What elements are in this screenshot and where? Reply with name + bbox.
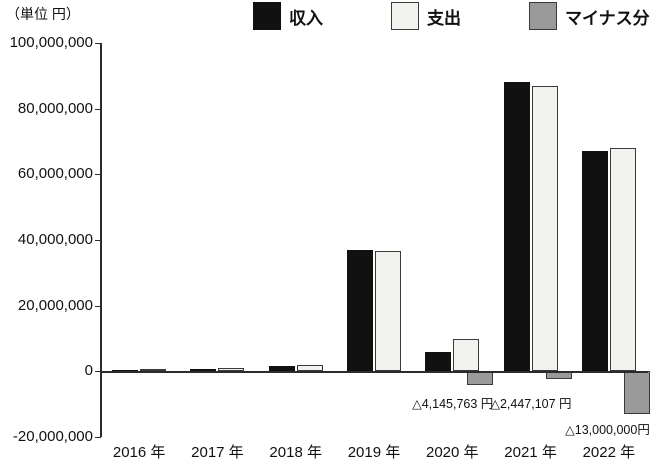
legend-swatch-expense [391,2,419,30]
bar-expense-2021年 [531,85,558,372]
bar-minus-2022年 [623,371,650,414]
bar-income-2018年 [268,366,295,372]
bar-expense-2016年 [140,369,167,372]
legend-item-minus: マイナス分 [529,2,650,30]
x-axis-zero-line [100,371,648,373]
minus-annotation: △2,447,107 円 [490,397,572,412]
y-axis-tick-mark [95,305,101,307]
y-axis-tick-mark [95,43,101,44]
y-axis-tick-label: -20,000,000 [12,428,93,445]
minus-annotation: △4,145,763 円 [412,397,494,412]
x-axis-tick-label: 2016 年 [112,444,166,461]
x-axis-tick-label: 2019 年 [347,444,401,461]
legend-swatch-income [253,2,281,30]
x-axis-tick-label: 2018 年 [269,444,322,461]
unit-label: （単位 円） [6,6,80,22]
y-axis-tick-label: 40,000,000 [17,231,93,248]
bar-income-2019年 [347,249,373,372]
legend-label-income: 収入 [289,8,323,28]
legend-item-income: 収入 [253,2,323,30]
chart-legend: 収入 支出 マイナス分 [253,2,650,30]
bar-income-2017年 [190,368,217,372]
y-axis-tick-label: 0 [84,362,93,380]
legend-label-minus: マイナス分 [565,8,650,28]
bar-income-2021年 [503,82,530,372]
bar-expense-2020年 [453,338,480,372]
x-axis-tick-label: 2017 年 [191,444,244,461]
bar-expense-2018年 [296,364,323,372]
bar-expense-2022年 [609,148,636,372]
x-axis-tick-label: 2020 年 [426,444,479,461]
y-axis-tick-mark [95,240,101,241]
minus-annotation: △13,000,000円 [565,423,650,438]
y-axis-tick-mark [95,174,101,176]
y-axis-tick-label: 80,000,000 [17,99,93,117]
x-axis-tick-label: 2021 年 [504,444,557,461]
legend-swatch-minus [529,2,557,30]
y-axis-tick-label: 60,000,000 [17,165,93,183]
y-axis-tick-mark [95,108,101,110]
legend-item-expense: 支出 [391,2,461,30]
bar-minus-2020年 [467,371,494,385]
y-axis-tick-mark [95,371,101,373]
y-axis-tick-mark [95,437,101,438]
bar-expense-2017年 [218,368,245,372]
bar-expense-2019年 [375,251,401,372]
legend-label-expense: 支出 [427,8,461,28]
y-axis-tick-label: 20,000,000 [17,296,93,314]
x-axis-tick-label: 2022 年 [582,444,636,461]
y-axis-line [100,43,102,437]
bar-income-2022年 [581,151,608,372]
bar-income-2020年 [425,351,452,372]
y-axis-tick-label: 100,000,000 [9,34,93,51]
